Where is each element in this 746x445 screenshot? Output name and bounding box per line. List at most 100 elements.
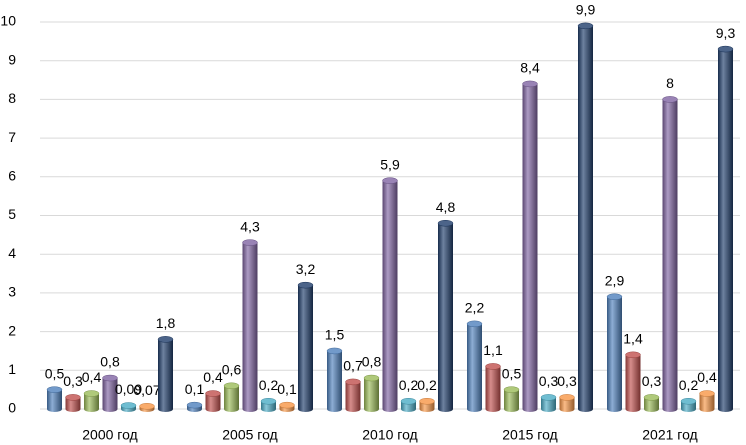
bar-base <box>559 406 575 412</box>
bar-top <box>437 219 454 227</box>
bar <box>364 378 379 409</box>
bar <box>644 397 659 409</box>
value-label: 9,3 <box>716 25 736 41</box>
bar-top <box>326 347 343 355</box>
x-tick-label: 2005 год <box>222 427 277 443</box>
bar-top <box>559 394 575 401</box>
bar-base <box>438 406 453 412</box>
y-tick-label: 5 <box>8 206 16 222</box>
bar-top <box>680 398 697 405</box>
y-tick-label: 8 <box>8 90 16 106</box>
bar <box>467 323 482 409</box>
value-label: 0,3 <box>557 373 577 389</box>
bar-top <box>540 394 557 401</box>
bar-top <box>419 398 435 405</box>
bar-top <box>65 394 81 401</box>
bar <box>224 385 239 409</box>
bar <box>327 350 342 409</box>
value-label: 0,1 <box>277 381 297 397</box>
bar <box>607 296 622 409</box>
bar <box>718 49 733 410</box>
bar-base <box>401 406 416 412</box>
bar-base <box>382 406 398 412</box>
value-label: 3,2 <box>296 261 316 277</box>
bar-top <box>83 390 100 397</box>
value-label: 0,2 <box>679 377 699 393</box>
x-tick-label: 2010 год <box>362 427 417 443</box>
value-label: 0,6 <box>222 361 242 377</box>
bar <box>47 389 62 409</box>
bar-base <box>578 406 593 412</box>
bar-top <box>606 293 623 301</box>
value-label: 8 <box>666 75 674 91</box>
bar-base <box>718 406 733 412</box>
bar-base <box>261 406 276 412</box>
value-label: 8,4 <box>520 60 540 76</box>
value-label: 4,8 <box>436 199 456 215</box>
bar <box>158 339 173 409</box>
bar-top <box>205 390 221 397</box>
bar <box>625 354 641 409</box>
bar <box>559 397 575 409</box>
bar <box>522 83 538 410</box>
bar-base <box>504 406 519 412</box>
bar <box>438 223 453 409</box>
y-tick-label: 9 <box>8 51 16 67</box>
bar-base <box>485 406 501 412</box>
value-label: 0,7 <box>343 358 363 374</box>
bar-top <box>120 402 137 409</box>
bar-base <box>102 406 118 412</box>
bar-base <box>345 406 361 412</box>
value-label: 4,3 <box>240 218 260 234</box>
bar-base <box>625 406 641 412</box>
bar-base <box>644 406 659 412</box>
value-label: 2,9 <box>605 272 625 288</box>
bar <box>102 378 118 409</box>
bar-top <box>46 386 63 393</box>
value-label: 1,5 <box>325 327 345 343</box>
y-tick-label: 2 <box>8 322 16 338</box>
value-label: 0,4 <box>203 369 223 385</box>
bar-base <box>205 406 221 412</box>
bar-base <box>158 406 173 412</box>
bar-top <box>260 398 277 405</box>
bar-base <box>65 406 81 412</box>
bar <box>298 285 313 409</box>
bar-base <box>607 406 622 412</box>
bar-top <box>699 390 715 397</box>
y-tick-label: 6 <box>8 168 16 184</box>
value-label: 0,5 <box>45 365 65 381</box>
y-tick-label: 1 <box>8 361 16 377</box>
value-label: 0,09 <box>115 381 142 397</box>
value-label: 1,4 <box>623 331 643 347</box>
bar-base <box>699 406 715 412</box>
y-tick-label: 4 <box>8 245 16 261</box>
bar-base <box>298 406 313 412</box>
bar-base <box>47 406 62 412</box>
bar <box>65 397 81 409</box>
bar <box>205 393 221 409</box>
bar-top <box>363 374 380 382</box>
bar <box>345 381 361 409</box>
bar-top <box>297 281 314 289</box>
bar-top <box>717 45 734 53</box>
y-tick-label: 10 <box>0 13 16 29</box>
bar-base <box>467 406 482 412</box>
bar <box>261 401 276 409</box>
bar-top <box>279 401 295 409</box>
bar <box>419 401 435 409</box>
bar <box>578 25 593 410</box>
value-label: 2,2 <box>465 300 485 316</box>
bar-top <box>242 239 258 246</box>
bar-base <box>522 406 538 412</box>
value-label: 0,2 <box>417 377 437 393</box>
bar-top <box>102 374 118 382</box>
bar <box>242 242 258 409</box>
bar-top <box>382 177 398 184</box>
y-tick-label: 7 <box>8 129 16 145</box>
y-tick-label: 0 <box>8 400 16 416</box>
value-label: 1,8 <box>156 315 176 331</box>
bar-top <box>625 351 641 359</box>
value-label: 0,3 <box>539 373 559 389</box>
